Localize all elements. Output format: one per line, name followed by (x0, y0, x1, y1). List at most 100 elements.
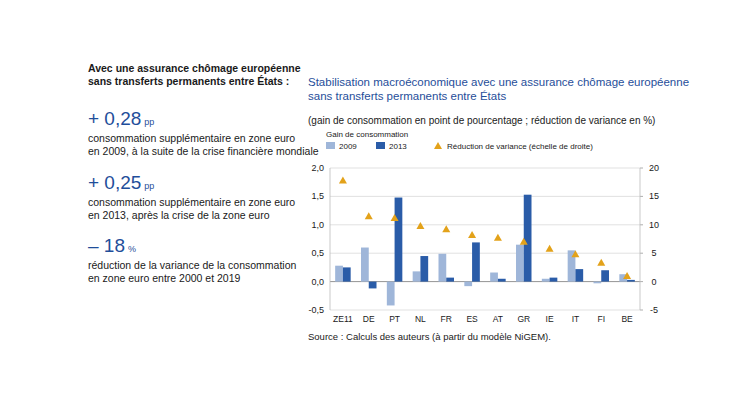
triangle-point (494, 234, 502, 241)
x-tick-label: ES (466, 314, 478, 324)
x-tick-label: NL (415, 314, 426, 324)
triangle-point (468, 231, 476, 238)
stat-value: – 18% (88, 235, 136, 256)
bar (601, 270, 609, 281)
figure: Avec une assurance chômage européennesan… (0, 0, 730, 410)
y2-tick (640, 196, 643, 197)
stat-text: en 2013, après la crise de la zone euro (88, 209, 270, 221)
stat-text: consommation supplémentaire en zone euro (88, 132, 295, 144)
bar (420, 256, 428, 282)
y-tick-label: 1,5 (311, 191, 324, 201)
stat-unit: pp (144, 181, 154, 191)
triangle-point (365, 212, 373, 219)
bar (395, 198, 403, 282)
grid-line (330, 196, 640, 197)
bar (550, 278, 558, 282)
bar (335, 266, 343, 282)
y2-tick-label: 15 (649, 191, 659, 201)
marks (335, 176, 635, 305)
triangle-point (442, 225, 450, 232)
bar (516, 245, 524, 282)
triangle-point (597, 259, 605, 266)
y2-tick (640, 224, 643, 225)
y2-tick (640, 168, 643, 169)
chart-title: sans transferts permanents entre États (308, 90, 506, 102)
x-tick-label: IE (546, 314, 554, 324)
bar (627, 280, 635, 282)
subtitle: (gain de consommation en point de pource… (308, 115, 655, 126)
grid-line (330, 224, 640, 225)
triangle-point (623, 272, 631, 279)
bar (498, 279, 506, 282)
legend-swatch (376, 142, 385, 149)
bar (575, 269, 583, 281)
triangle-point (571, 250, 579, 257)
chart-title: Stabilisation macroéconomique avec une a… (308, 76, 689, 88)
bar (343, 267, 351, 281)
x-tick-label: PT (389, 314, 400, 324)
y2-tick-label: 0 (651, 277, 656, 287)
stat-value: + 0,25pp (88, 172, 154, 193)
y2-tick-label: 10 (649, 220, 659, 230)
triangle-point (546, 245, 554, 252)
bar (490, 273, 498, 282)
x-tick-label: DE (363, 314, 375, 324)
y2-tick-label: -5 (650, 305, 658, 315)
stat-number: – 18 (88, 235, 125, 256)
x-tick-label: FI (597, 314, 605, 324)
legend-label: 2009 (339, 142, 357, 151)
y-tick-label: 1,0 (311, 220, 324, 230)
stat-unit: pp (144, 117, 154, 127)
x-tick-label: AT (493, 314, 503, 324)
stat-value: + 0,28pp (88, 108, 154, 129)
stat-text: en zone euro entre 2000 et 2019 (88, 272, 241, 284)
bar (472, 242, 480, 281)
x-tick-label: FR (441, 314, 452, 324)
triangle-point (520, 238, 528, 245)
source: Source : Calculs des auteurs (à partir d… (308, 331, 551, 342)
legend-label: Réduction de variance (échelle de droite… (447, 142, 593, 151)
y2-tick-label: 20 (649, 163, 659, 173)
legend-swatch (434, 142, 442, 149)
y-tick-label: 2,0 (311, 163, 324, 173)
stat-number: + 0,28 (88, 108, 141, 129)
bar (413, 271, 421, 281)
bar (524, 195, 532, 282)
triangle-point (391, 214, 399, 221)
panel-heading: sans transferts permanents entre États : (88, 75, 289, 87)
y-tick-label: -0,5 (308, 305, 324, 315)
legend-swatch (326, 142, 335, 149)
bar (439, 254, 447, 282)
y-axis (330, 168, 331, 310)
grid-line (330, 253, 640, 254)
x-tick-label: ZE11 (333, 314, 353, 324)
stat-text: consommation supplémentaire en zone euro (88, 196, 295, 208)
stat-text: en 2009, à la suite de la crise financiè… (88, 145, 319, 157)
x-tick-label: IT (572, 314, 580, 324)
legend-title: Gain de consommation (326, 130, 408, 139)
grid-line (330, 168, 640, 169)
bar (542, 279, 550, 282)
y2-tick (640, 281, 643, 282)
x-tick-label: GR (517, 314, 530, 324)
triangle-point (339, 176, 347, 183)
bar (361, 248, 369, 282)
grid-line (330, 310, 640, 311)
triangle-point (416, 222, 424, 229)
legend-label: 2013 (389, 142, 407, 151)
bar (464, 282, 472, 287)
bar (369, 282, 377, 289)
y-tick-label: 0,0 (311, 277, 324, 287)
y2-tick-label: 5 (651, 248, 656, 258)
bar (387, 282, 395, 306)
y2-axis (640, 168, 641, 310)
panel-heading: Avec une assurance chômage européenne (88, 62, 301, 74)
x-tick-label: BE (621, 314, 633, 324)
stat-unit: % (128, 244, 136, 254)
y2-tick (640, 253, 643, 254)
bar (594, 282, 602, 284)
stat-number: + 0,25 (88, 172, 141, 193)
y-tick-label: 0,5 (311, 248, 324, 258)
stat-text: réduction de la variance de la consommat… (88, 259, 297, 271)
bar (446, 278, 454, 282)
